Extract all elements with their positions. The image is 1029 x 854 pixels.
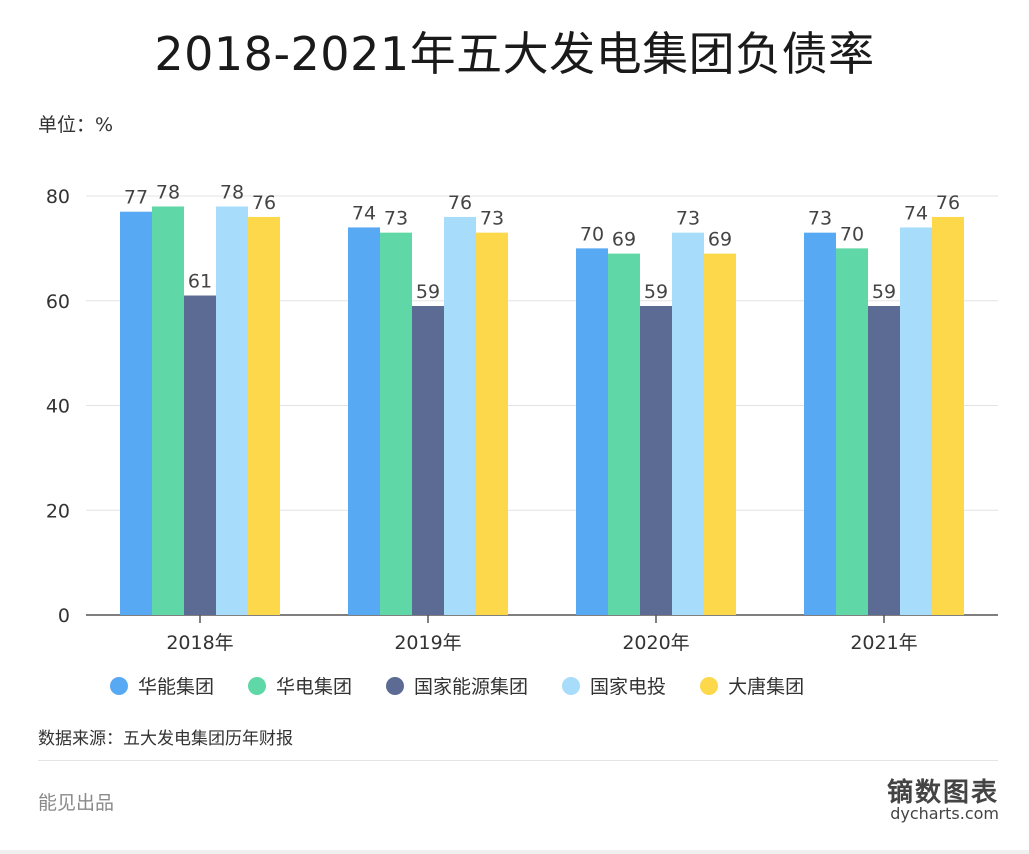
data-label: 73 — [676, 208, 700, 230]
x-tick-label: 2019年 — [394, 632, 461, 654]
footer-divider — [38, 760, 998, 761]
data-label: 78 — [220, 181, 244, 203]
data-label: 76 — [252, 192, 276, 214]
legend-item: 国家电投 — [562, 672, 666, 699]
y-tick-label: 20 — [46, 500, 70, 522]
bar — [900, 227, 932, 616]
data-label: 74 — [352, 202, 376, 224]
legend-label: 国家能源集团 — [414, 676, 529, 698]
bar — [640, 305, 672, 615]
legend-item: 国家能源集团 — [386, 672, 528, 699]
bar — [152, 206, 184, 615]
brand-url: dycharts.com — [890, 804, 999, 823]
bar — [868, 305, 900, 615]
legend-item: 大唐集团 — [700, 672, 804, 699]
legend-swatch — [248, 676, 267, 695]
data-label: 69 — [708, 229, 732, 251]
y-tick-label: 0 — [58, 605, 70, 627]
y-tick-label: 60 — [46, 291, 70, 313]
data-label: 59 — [416, 281, 440, 303]
legend-swatch — [700, 676, 719, 695]
brand-logo-text: 镝数图表 — [886, 778, 999, 808]
bar — [804, 232, 836, 615]
data-label: 70 — [840, 223, 864, 245]
bar — [476, 232, 508, 615]
legend-swatch — [562, 676, 581, 695]
bar — [444, 216, 476, 615]
data-label: 61 — [188, 271, 212, 293]
y-tick-label: 40 — [46, 396, 70, 418]
data-label: 78 — [156, 181, 180, 203]
bar — [836, 248, 868, 615]
chart-legend: 华能集团 华电集团 国家能源集团 国家电投 大唐集团 — [110, 672, 838, 699]
bar — [672, 232, 704, 615]
data-label: 77 — [124, 187, 148, 209]
y-tick-label: 80 — [46, 186, 70, 208]
legend-item: 华能集团 — [110, 672, 214, 699]
chart-title: 2018-2021年五大发电集团负债率 — [154, 27, 875, 81]
data-label: 70 — [580, 223, 604, 245]
page-bottom-edge — [0, 850, 1029, 854]
x-tick-label: 2021年 — [850, 632, 917, 654]
data-label: 76 — [936, 192, 960, 214]
bar — [412, 305, 444, 615]
legend-label: 大唐集团 — [728, 676, 805, 698]
legend-label: 华电集团 — [276, 676, 353, 698]
data-label: 59 — [872, 281, 896, 303]
bar-chart: 0 20 40 60 80 77 78 61 78 76 2018年 74 73 59 76 73 2019年 7… — [46, 181, 998, 654]
data-label: 73 — [480, 208, 504, 230]
data-label: 73 — [808, 208, 832, 230]
data-label: 76 — [448, 192, 472, 214]
unit-label: 单位：% — [38, 114, 114, 136]
producer-label: 能见出品 — [38, 792, 115, 814]
data-label: 69 — [612, 229, 636, 251]
x-tick-label: 2018年 — [166, 632, 233, 654]
legend-item: 华电集团 — [248, 672, 352, 699]
bar — [216, 206, 248, 615]
bar — [120, 211, 152, 615]
data-label: 59 — [644, 281, 668, 303]
bar — [184, 295, 216, 615]
bar — [348, 227, 380, 616]
x-tick-label: 2020年 — [622, 632, 689, 654]
bar — [380, 232, 412, 615]
bar — [248, 216, 280, 615]
data-label: 74 — [904, 202, 928, 224]
legend-swatch — [110, 676, 128, 695]
legend-swatch — [386, 676, 405, 695]
legend-label: 国家电投 — [590, 676, 667, 698]
bar — [704, 253, 736, 616]
data-label: 73 — [384, 208, 408, 230]
bar — [608, 253, 640, 616]
data-source: 数据来源：五大发电集团历年财报 — [38, 729, 293, 749]
bar — [932, 216, 964, 615]
bar — [576, 248, 608, 615]
legend-label: 华能集团 — [138, 676, 215, 698]
